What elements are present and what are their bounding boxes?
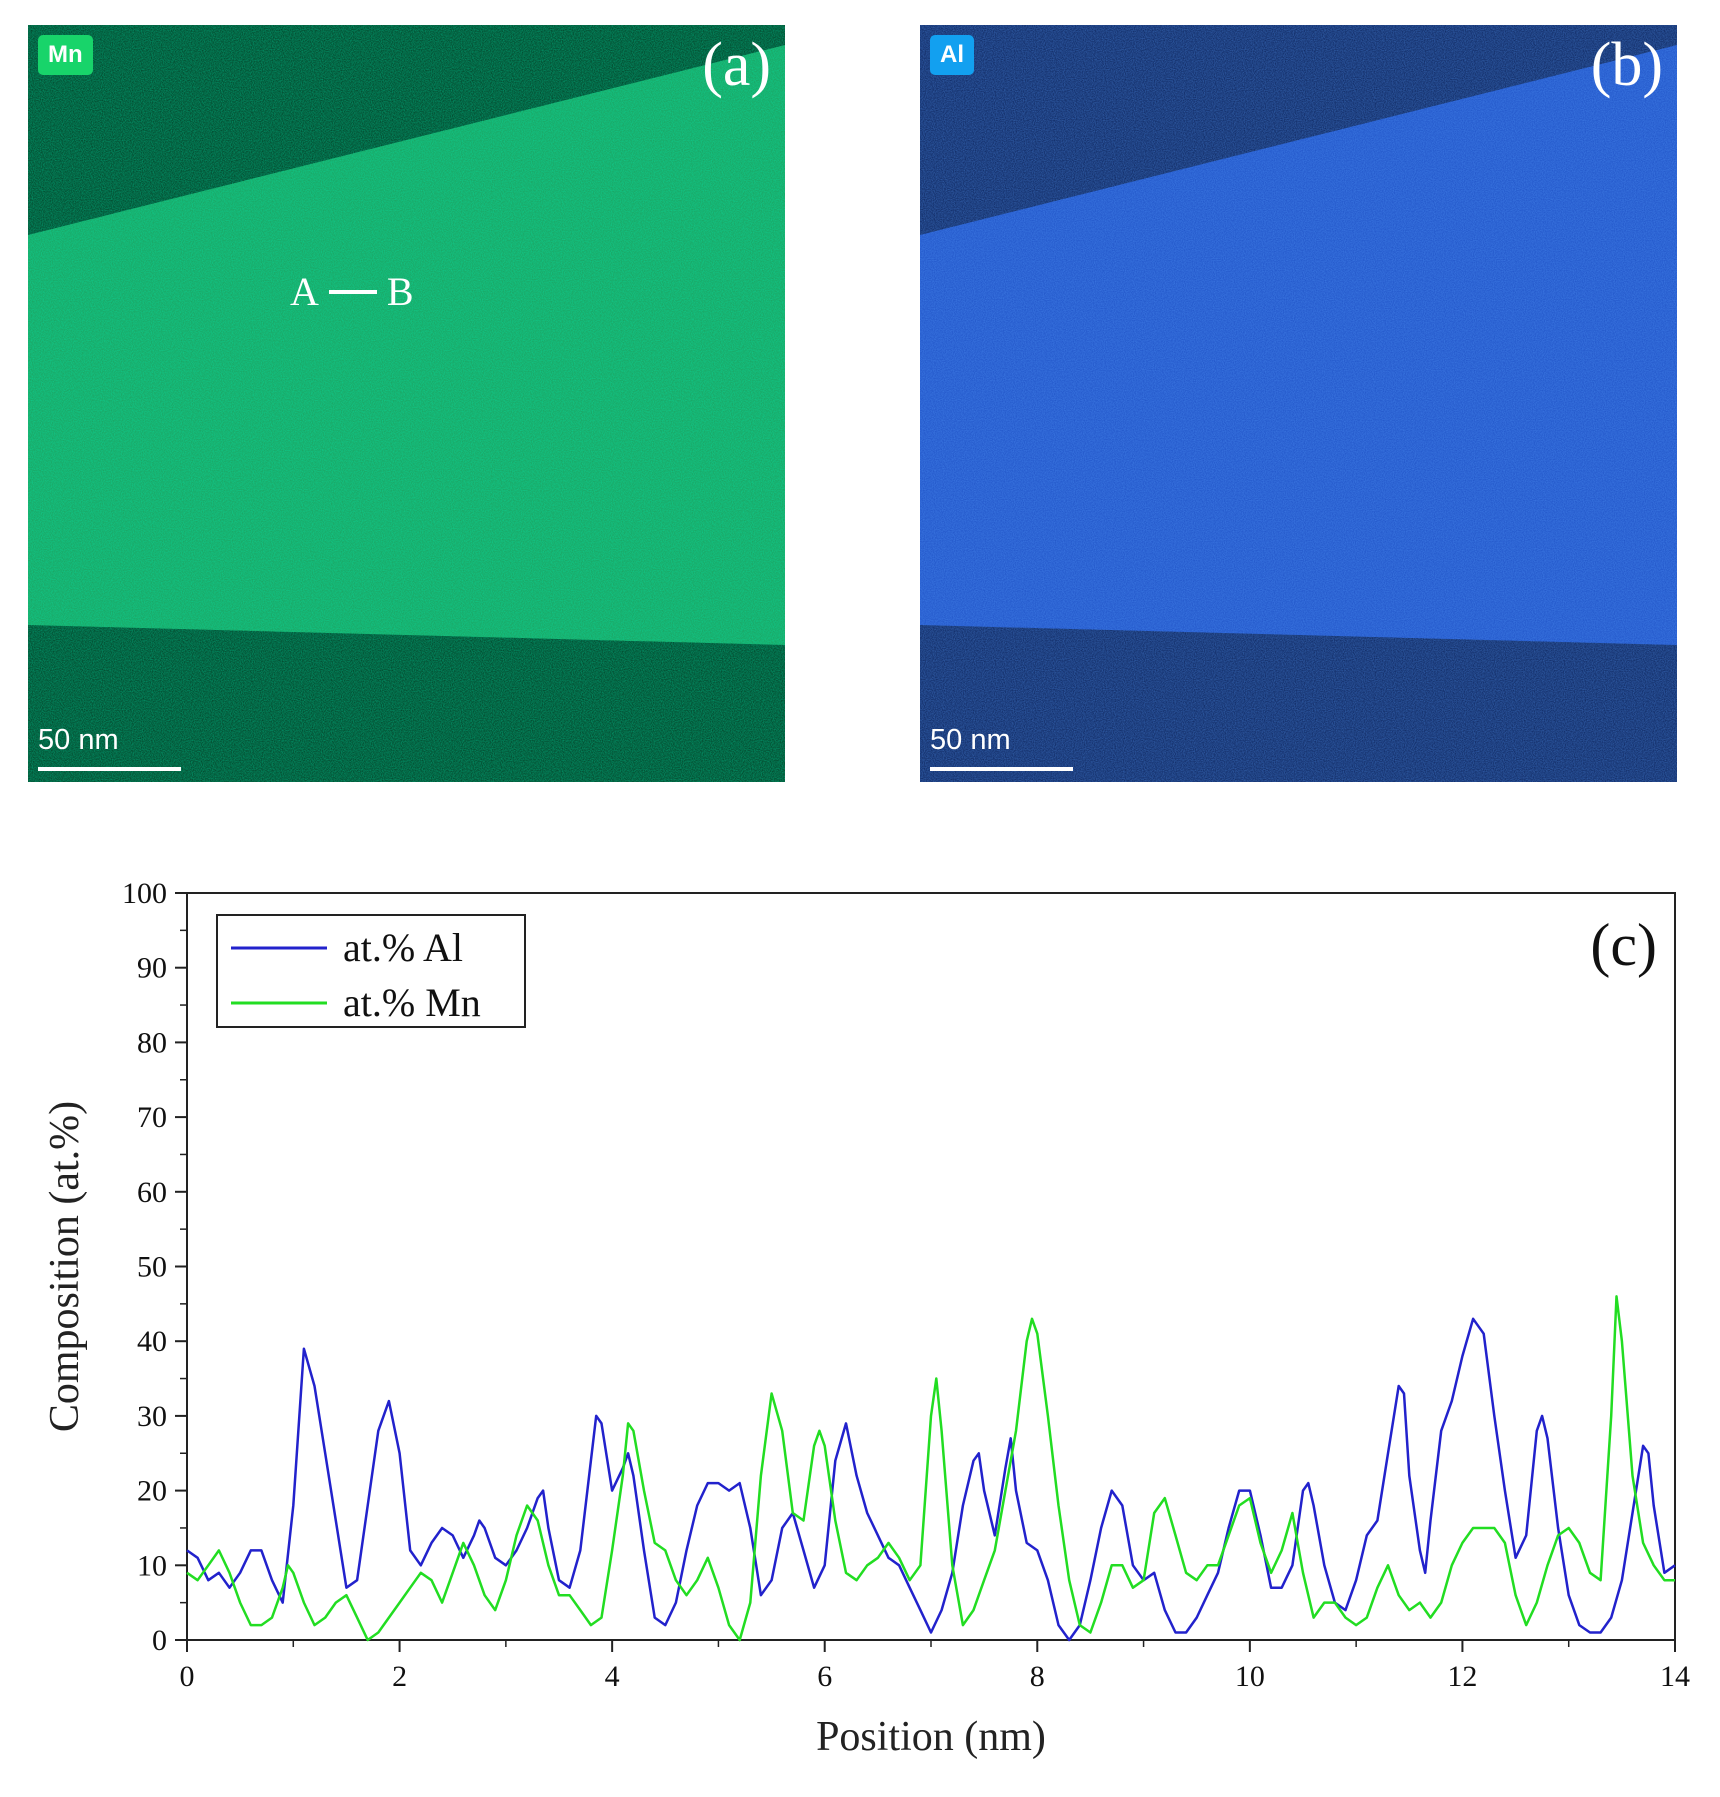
y-tick-label: 40 (137, 1325, 167, 1358)
panel-c-label: (c) (1590, 912, 1657, 978)
al-map-noise (920, 25, 1677, 782)
al-scale-bar (930, 767, 1073, 771)
y-tick-label: 30 (137, 1400, 167, 1433)
legend-label: at.% Mn (343, 980, 481, 1025)
composition-chart-svg: 0 10 20 30 40 50 60 70 80 90 100 0 2 4 6 8 10 12 14 Positio… (42, 877, 1690, 1760)
mn-eds-map-panel: Mn (a) A B 50 nm (28, 25, 785, 782)
y-tick-label: 90 (137, 952, 167, 985)
al-scale-label: 50 nm (930, 724, 1011, 756)
x-axis-title: Position (nm) (816, 1714, 1046, 1760)
x-tick-label: 14 (1660, 1660, 1690, 1693)
y-axis-title: Composition (at.%) (42, 1101, 88, 1432)
legend-box (216, 914, 526, 1028)
mn-scale-bar (38, 767, 181, 771)
legend-label: at.% Al (343, 925, 463, 970)
line-scan-end-label: B (386, 269, 414, 314)
mn-eds-map-image (28, 25, 785, 782)
panel-a-label: (a) (702, 31, 771, 99)
al-eds-map-panel: Al (b) 50 nm (920, 25, 1677, 782)
al-element-badge: Al (930, 35, 974, 75)
x-tick-label: 6 (817, 1660, 832, 1693)
y-tick-label: 60 (137, 1176, 167, 1209)
x-tick-label: 8 (1030, 1660, 1045, 1693)
mn-element-badge: Mn (38, 35, 93, 75)
series-line-mn (186, 1295, 1675, 1642)
line-scan-segment (328, 290, 377, 294)
x-tick-label: 0 (180, 1660, 195, 1693)
y-tick-label: 10 (137, 1549, 167, 1582)
line-scan-start-label: A (290, 269, 319, 314)
y-tick-label: 100 (122, 877, 167, 910)
y-tick-label: 70 (137, 1101, 167, 1134)
x-tick-label: 10 (1235, 1660, 1265, 1693)
y-tick-label: 20 (137, 1475, 167, 1508)
al-eds-map-image (920, 25, 1677, 782)
x-tick-label: 12 (1447, 1660, 1477, 1693)
mn-scale-label: 50 nm (38, 724, 119, 756)
series-line-al (186, 1317, 1676, 1642)
y-tick-label: 0 (152, 1624, 167, 1657)
mn-map-noise (28, 25, 785, 782)
y-tick-label: 50 (137, 1251, 167, 1284)
y-tick-label: 80 (137, 1026, 167, 1059)
composition-line-profile-chart: 0 10 20 30 40 50 60 70 80 90 100 0 2 4 6 8 10 12 14 Positio… (0, 840, 1720, 1797)
x-tick-label: 4 (605, 1660, 620, 1693)
x-tick-label: 2 (392, 1660, 407, 1693)
panel-b-label: (b) (1590, 31, 1663, 99)
line-scan-marker: A B (290, 270, 414, 314)
